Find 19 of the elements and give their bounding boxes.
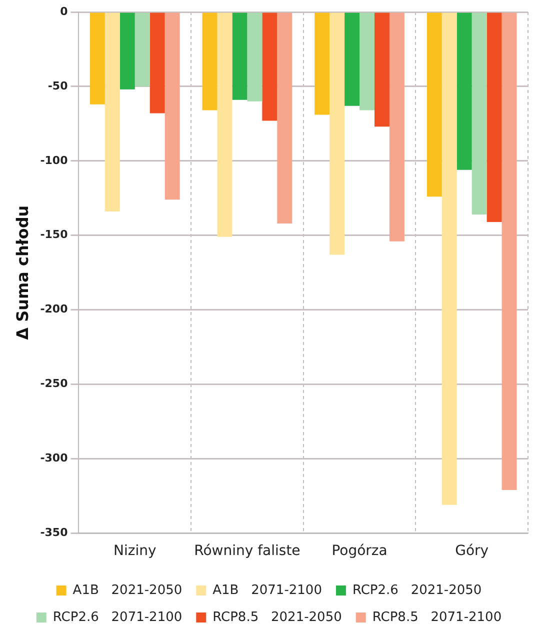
y-tick-label: -350	[40, 526, 68, 540]
legend-label: RCP2.6 2021-2050	[352, 582, 482, 598]
y-tick-label: -50	[48, 79, 68, 92]
y-axis-title: Δ Suma chłodu	[12, 205, 32, 340]
legend-label: A1B 2021-2050	[72, 582, 182, 598]
y-tick-label: -300	[40, 452, 68, 465]
legend-label: A1B 2071-2100	[212, 582, 322, 598]
y-tick-label: -250	[40, 377, 68, 390]
x-tick-label: Równiny faliste	[194, 543, 300, 560]
legend-label: RCP2.6 2071-2100	[52, 610, 182, 625]
y-tick-label: -200	[40, 302, 68, 316]
x-tick-label: Pogórza	[332, 543, 388, 560]
x-tick-label: Niziny	[114, 543, 156, 560]
y-tick-label: 0	[60, 4, 68, 18]
y-tick-label: -150	[40, 228, 68, 242]
x-tick-label: Góry	[455, 543, 489, 560]
legend-label: RCP8.5 2021-2050	[212, 610, 342, 625]
y-tick-label: -100	[40, 154, 68, 167]
legend-label: RCP8.5 2071-2100	[372, 610, 502, 625]
